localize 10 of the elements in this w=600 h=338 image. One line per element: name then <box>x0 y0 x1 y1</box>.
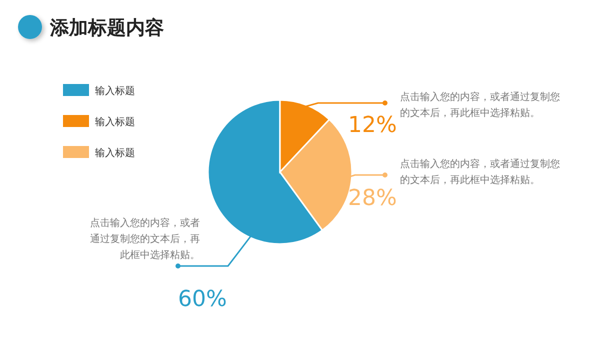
data-label: 12% <box>348 113 397 138</box>
chart-title: 添加标题内容 <box>49 17 164 39</box>
legend-label: 输入标题 <box>95 116 135 128</box>
legend-label: 输入标题 <box>95 85 135 97</box>
text: 点击输入您的内容，或者通过复制您的文本后，再此框中选择粘贴。 <box>400 158 560 186</box>
data-label: 60% <box>178 287 227 312</box>
text: 点击输入您的内容，或者通过复制您的文本后，再此框中选择粘贴。 <box>400 91 560 119</box>
legend-label: 输入标题 <box>95 147 135 159</box>
data-label: 28% <box>348 186 397 211</box>
text: 点击输入您的内容，或者通过复制您的文本后，再此框中选择粘贴。 <box>90 217 200 261</box>
